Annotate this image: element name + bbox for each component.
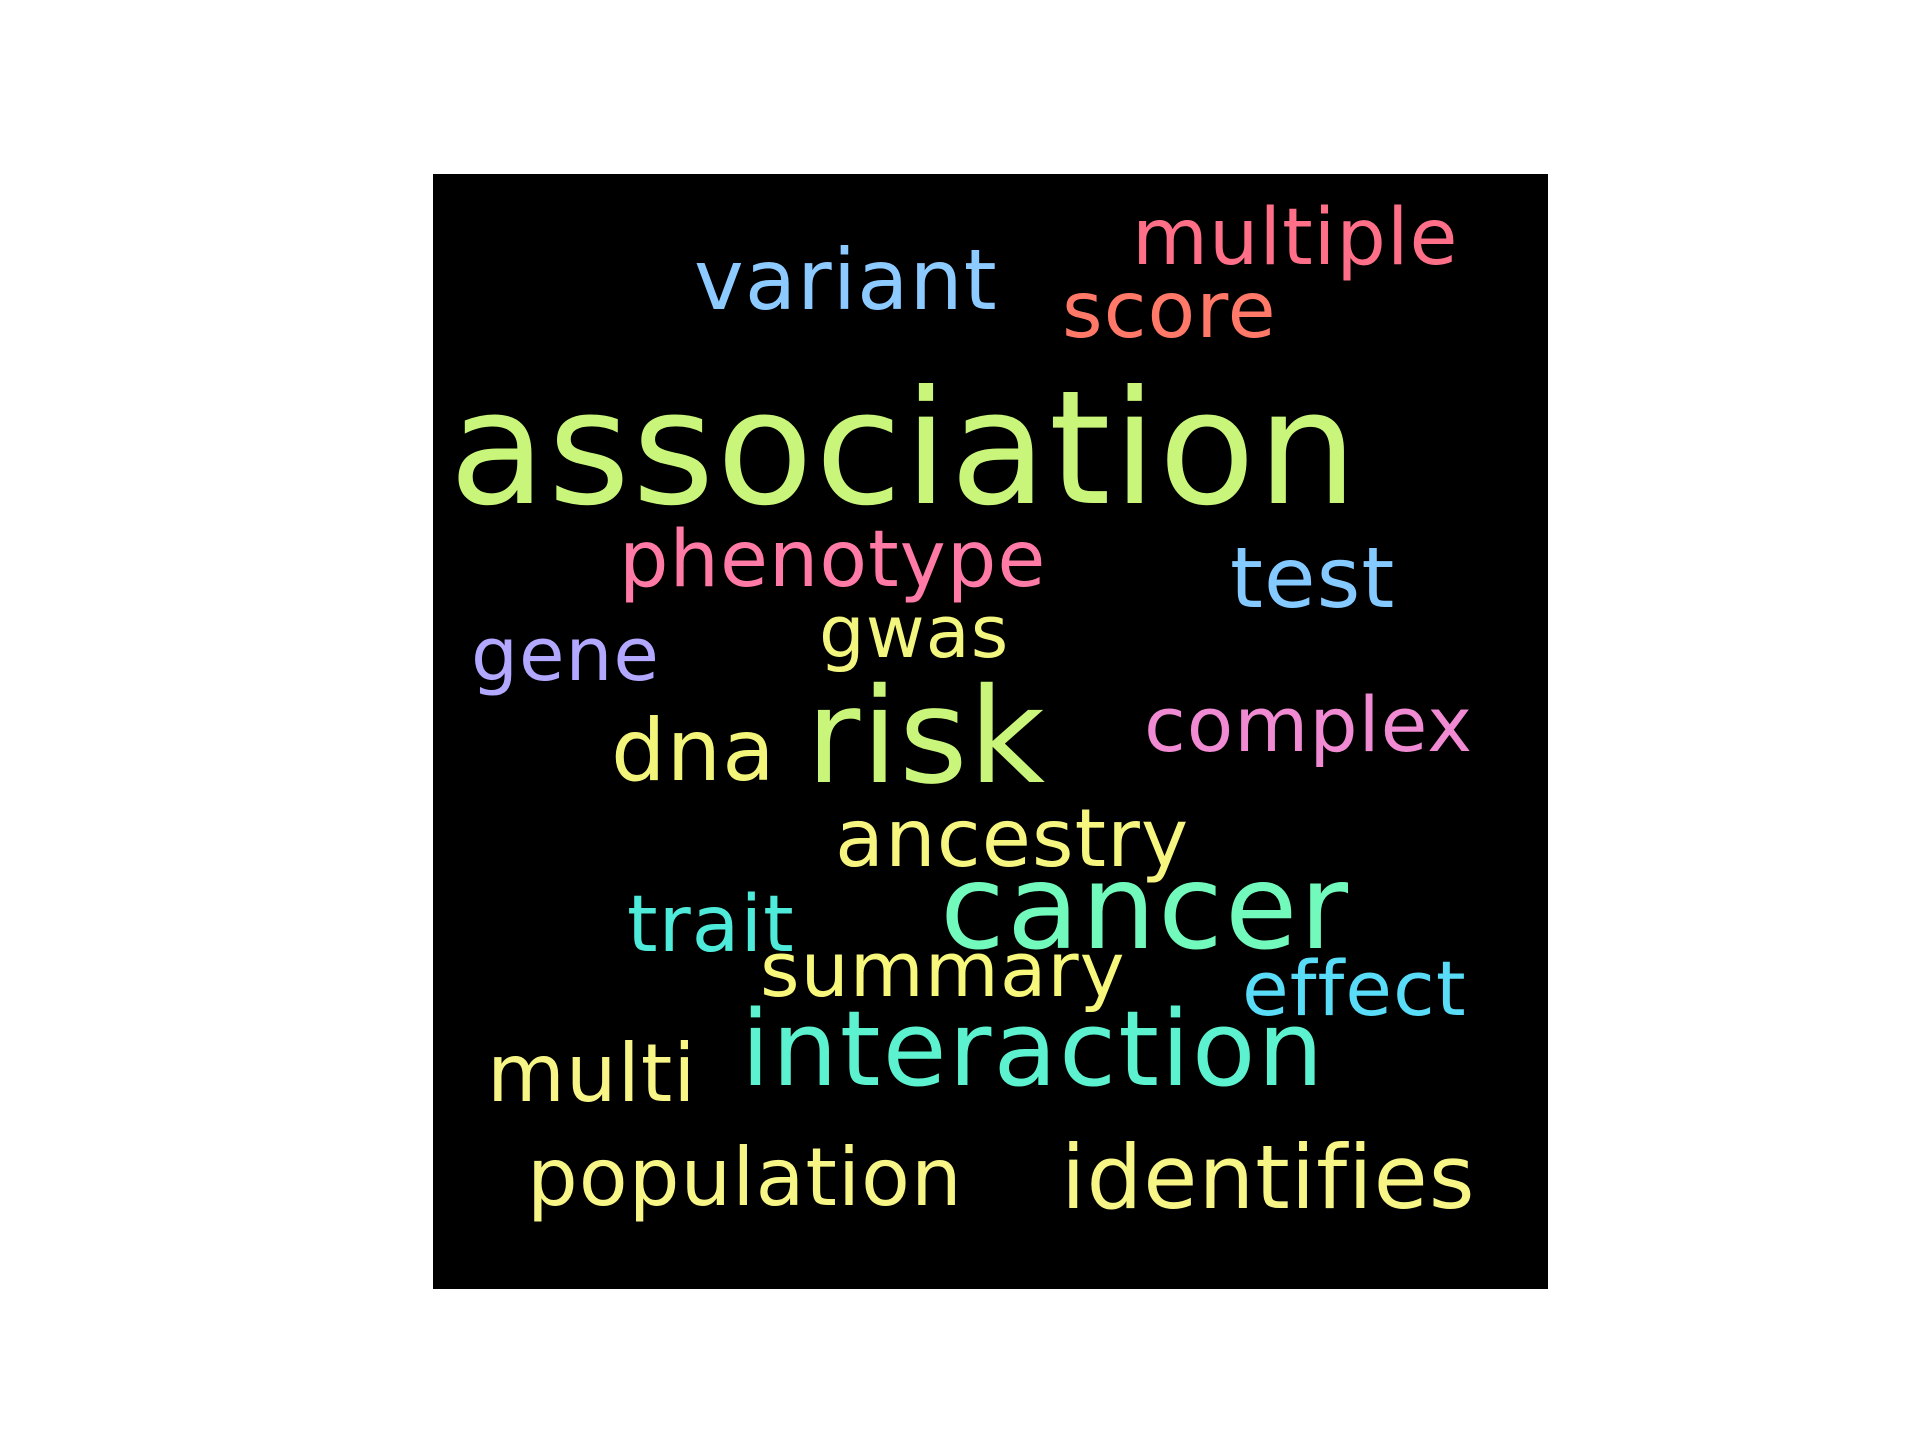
word-trait: trait [627, 880, 795, 970]
word-test: test [1230, 529, 1396, 627]
word-association: association [449, 357, 1360, 541]
word-gene: gene [471, 612, 660, 698]
word-variant: variant [694, 231, 998, 329]
word-cancer: cancer [940, 838, 1350, 976]
word-dna: dna [611, 701, 776, 801]
word-complex: complex [1144, 680, 1474, 769]
word-phenotype: phenotype [619, 515, 1047, 605]
word-cloud: association multiple variant score pheno… [433, 174, 1548, 1289]
word-risk: risk [806, 660, 1047, 814]
word-gwas: gwas [819, 590, 1010, 674]
word-identifies: identifies [1061, 1126, 1476, 1229]
word-population: population [527, 1131, 963, 1224]
word-summary: summary [760, 925, 1126, 1014]
word-multiple: multiple [1132, 193, 1459, 283]
word-interaction: interaction [741, 988, 1326, 1110]
word-ancestry: ancestry [835, 792, 1190, 885]
word-multi: multi [487, 1027, 697, 1120]
word-effect: effect [1242, 944, 1467, 1033]
word-score: score [1062, 266, 1277, 356]
